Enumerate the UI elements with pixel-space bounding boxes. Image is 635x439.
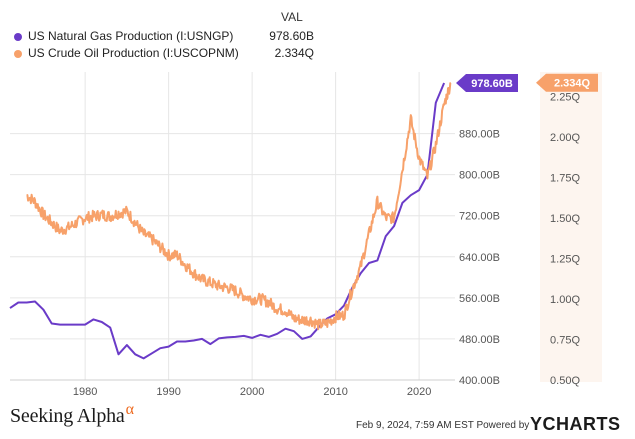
oil-axis-tick-label: 0.75Q bbox=[550, 334, 580, 346]
timestamp-text: Feb 9, 2024, 7:59 AM EST Powered by bbox=[356, 420, 530, 431]
gas-axis-tick-label: 640.00B bbox=[459, 252, 500, 264]
oil-axis-tick-label: 1.75Q bbox=[550, 172, 580, 184]
ycharts-y: Y bbox=[530, 414, 543, 434]
ycharts-logo[interactable]: YCHARTS bbox=[530, 414, 621, 435]
gas-axis-tick-label: 400.00B bbox=[459, 375, 500, 387]
gas-axis-tick-label: 880.00B bbox=[459, 129, 500, 141]
oil-end-label: 2.334Q bbox=[554, 78, 591, 90]
legend-item-oil[interactable]: US Crude Oil Production (I:USCOPNM) 2.33… bbox=[14, 46, 314, 62]
oil-axis-tick-label: 1.00Q bbox=[550, 294, 580, 306]
gas-end-label: 978.60B bbox=[471, 78, 513, 90]
x-tick-label: 2000 bbox=[240, 386, 264, 398]
oil-axis-tick-label: 1.25Q bbox=[550, 253, 580, 265]
x-tick-label: 1990 bbox=[156, 386, 180, 398]
oil-axis-band bbox=[540, 72, 602, 382]
brand-text: Seeking Alpha bbox=[10, 405, 125, 427]
legend-gas-dot bbox=[14, 33, 22, 41]
gas-axis-tick-label: 560.00B bbox=[459, 293, 500, 305]
oil-axis-tick-label: 2.00Q bbox=[550, 132, 580, 144]
legend-item-gas[interactable]: US Natural Gas Production (I:USNGP) 978.… bbox=[14, 29, 314, 45]
legend-oil-value: 2.334Q bbox=[274, 46, 314, 60]
oil-series-line bbox=[26, 81, 452, 331]
oil-axis-tick-label: 1.50Q bbox=[550, 213, 580, 225]
oil-axis-tick-label: 0.50Q bbox=[550, 375, 580, 387]
gas-end-tag bbox=[456, 73, 518, 92]
oil-end-tag bbox=[536, 73, 598, 92]
legend-oil-name: US Crude Oil Production (I:USCOPNM) bbox=[28, 46, 239, 60]
gas-series-line bbox=[9, 82, 446, 360]
gas-axis-tick-label: 720.00B bbox=[459, 211, 500, 223]
legend-gas-name: US Natural Gas Production (I:USNGP) bbox=[28, 29, 234, 43]
gas-axis-tick-label: 800.00B bbox=[459, 170, 500, 182]
legend-header: VAL bbox=[281, 10, 303, 24]
x-tick-label: 2010 bbox=[323, 386, 347, 398]
chart-svg: 1980 1990 2000 2010 2020 400.00B 480.00B 560.00… bbox=[9, 72, 602, 398]
alpha-mark: α bbox=[125, 401, 134, 418]
ycharts-rest: CHARTS bbox=[542, 414, 621, 434]
legend-oil-dot bbox=[14, 50, 22, 58]
gas-axis-tick-label: 480.00B bbox=[459, 334, 500, 346]
legend-gas-value: 978.60B bbox=[269, 29, 314, 43]
x-tick-label: 1980 bbox=[73, 386, 97, 398]
oil-axis-tick-label: 2.25Q bbox=[550, 91, 580, 103]
x-tick-label: 2020 bbox=[407, 386, 431, 398]
seeking-alpha-logo[interactable]: Seeking Alphaα bbox=[10, 401, 134, 428]
